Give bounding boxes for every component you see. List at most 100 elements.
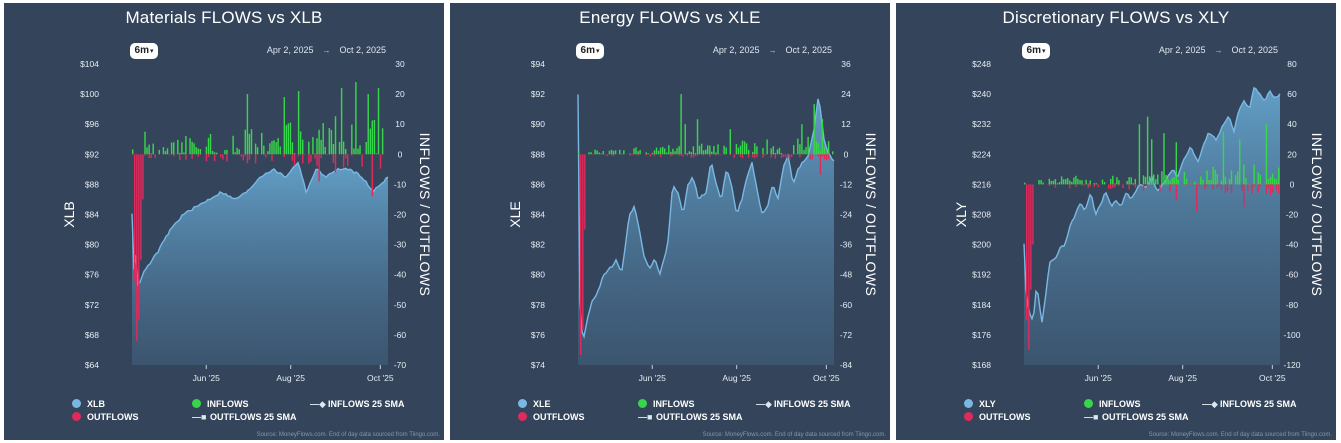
inflow-bar (1128, 177, 1130, 185)
legend-outflows[interactable]: OUTFLOWS (72, 412, 139, 422)
date-start[interactable]: Apr 2, 2025 (266, 45, 314, 55)
legend-inflows[interactable]: INFLOWS (1084, 399, 1141, 409)
range-selector-button[interactable]: 6m▾ (576, 43, 604, 59)
inflow-bar (213, 152, 216, 155)
outflow-bar (1159, 184, 1161, 192)
legend-dot-icon (192, 399, 201, 408)
right-tick-label: 36 (841, 59, 851, 69)
range-selector-button[interactable]: 6m▾ (130, 43, 158, 59)
outflow-bar (371, 154, 374, 197)
inflow-bar (676, 148, 678, 155)
inflow-bar (162, 147, 165, 155)
legend-inflows-sma[interactable]: —◆ INFLOWS 25 SMA (310, 399, 405, 409)
arrow-right-icon: → (768, 46, 777, 55)
inflow-bar (353, 148, 355, 155)
range-selector-button[interactable]: 6m▾ (1022, 43, 1050, 59)
inflow-bar (279, 146, 281, 155)
x-tick-label: Aug '25 (722, 373, 751, 383)
inflow-bar (713, 146, 715, 155)
inflow-bar (216, 152, 218, 155)
inflow-bar (1114, 183, 1116, 185)
outflow-bar (265, 154, 267, 158)
outflow-bar (361, 154, 363, 167)
inflow-bar (177, 139, 179, 155)
inflow-bar (308, 141, 310, 155)
legend-price[interactable]: XLY (964, 399, 996, 409)
legend-inflows-sma[interactable]: —◆ INFLOWS 25 SMA (756, 399, 851, 409)
date-end[interactable]: Oct 2, 2025 (339, 45, 386, 55)
outflow-bar (733, 154, 736, 158)
chart-panel-discretionary: Discretionary FLOWS vs XLY 6m▾ Apr 2, 20… (896, 3, 1336, 440)
legend-dot-icon (1084, 399, 1093, 408)
date-range[interactable]: Apr 2, 2025 → Oct 2, 2025 (713, 45, 832, 55)
legend-price[interactable]: XLE (518, 399, 551, 409)
inflow-bar (668, 145, 670, 155)
outflow-bar (154, 154, 156, 158)
date-range[interactable]: Apr 2, 2025 → Oct 2, 2025 (1159, 45, 1278, 55)
legend-outflows-sma[interactable]: —■ OUTFLOWS 25 SMA (1084, 412, 1189, 422)
inflow-bar (1085, 179, 1087, 185)
inflow-bar (600, 153, 602, 155)
inflow-bar (338, 141, 341, 155)
outflow-bar (1265, 184, 1268, 194)
outflow-bar (1048, 184, 1051, 186)
inflow-bar (735, 144, 738, 155)
line-marker-icon: —◆ (310, 399, 326, 409)
inflow-bar (283, 97, 286, 155)
inflow-bar (1126, 181, 1128, 185)
outflow-bar (345, 154, 347, 159)
right-tick-label: 24 (841, 89, 851, 99)
inflow-bar (725, 147, 727, 155)
inflow-bar (1071, 181, 1073, 185)
inflow-bar (664, 148, 666, 155)
legend-inflows-sma[interactable]: —◆ INFLOWS 25 SMA (1202, 399, 1297, 409)
inflow-bar (756, 146, 758, 155)
inflow-bar (655, 147, 658, 155)
legend-price[interactable]: XLB (72, 399, 105, 409)
inflow-bar (807, 136, 809, 155)
outflow-bar (236, 154, 238, 155)
inflow-bar (275, 142, 277, 155)
inflow-bar (1198, 183, 1200, 185)
legend-outflows[interactable]: OUTFLOWS (518, 412, 585, 422)
left-tick-label: $72 (85, 300, 99, 310)
outflow-bar (1128, 184, 1130, 190)
left-tick-label: $80 (85, 240, 99, 250)
date-range[interactable]: Apr 2, 2025 → Oct 2, 2025 (267, 45, 386, 55)
inflow-bar (232, 135, 234, 155)
right-tick-label: -72 (840, 330, 853, 340)
outflow-bar (682, 154, 684, 157)
outflow-bar (1087, 184, 1089, 188)
date-end[interactable]: Oct 2, 2025 (1231, 45, 1278, 55)
inflow-bar (623, 150, 625, 155)
legend-outflows-sma[interactable]: —■ OUTFLOWS 25 SMA (638, 412, 743, 422)
inflow-bar (1050, 181, 1053, 185)
inflow-bar (590, 152, 592, 155)
legend-inflows[interactable]: INFLOWS (192, 399, 249, 409)
inflow-bar (602, 151, 605, 155)
price-area (578, 94, 834, 365)
date-end[interactable]: Oct 2, 2025 (785, 45, 832, 55)
inflow-bar (1062, 179, 1065, 185)
inflow-bar (1222, 131, 1225, 185)
right-tick-label: 0 (1290, 179, 1295, 189)
chart-title: Materials FLOWS vs XLB (125, 8, 323, 27)
outflow-bar (1114, 184, 1116, 188)
inflow-bar (355, 82, 357, 155)
outflow-bar (696, 154, 699, 156)
legend-inflows[interactable]: INFLOWS (638, 399, 695, 409)
date-start[interactable]: Apr 2, 2025 (1158, 45, 1206, 55)
date-start[interactable]: Apr 2, 2025 (712, 45, 760, 55)
inflow-bar (1177, 179, 1180, 185)
inflow-bar (709, 145, 711, 155)
legend-outflows[interactable]: OUTFLOWS (964, 412, 1031, 422)
legend-outflows-sma[interactable]: —■ OUTFLOWS 25 SMA (192, 412, 297, 422)
inflow-bar (250, 129, 253, 155)
inflow-bar (318, 129, 320, 155)
outflow-bar (179, 154, 181, 160)
source-note: Source: MoneyFlows.com. End of day data … (1148, 432, 1332, 438)
inflow-bar (805, 147, 807, 155)
outflow-bar (788, 154, 791, 160)
inflow-bar (815, 141, 818, 155)
inflow-bar (741, 140, 744, 155)
